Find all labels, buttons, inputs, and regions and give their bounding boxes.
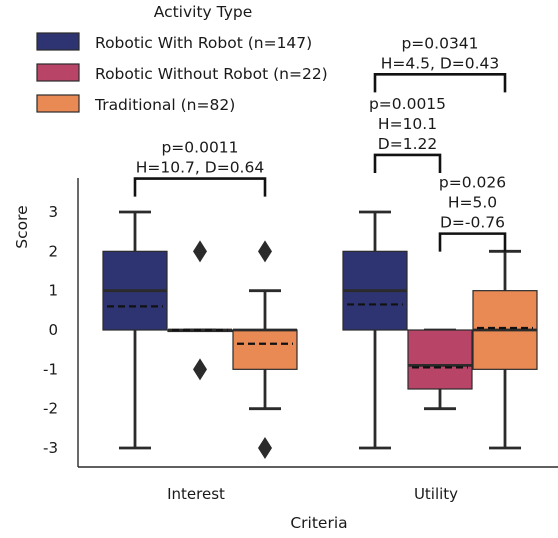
significance-annotations: p=0.0011 H=10.7, D=0.64 p=0.0015 H=10.1 D=1.… [133,34,507,252]
legend-label: Robotic Without Robot (n=22) [95,65,328,83]
box-iqr [407,329,473,390]
legend-swatch [36,32,80,51]
axes: 3 2 1 0 -1 -2 -3 Interest Utility [43,178,558,503]
x-tick-label: Utility [414,485,458,503]
box-utility-group-0 [342,210,408,450]
y-tick-label: 3 [48,203,58,221]
box-utility-group-2 [472,249,538,450]
box-interest-group-0 [102,210,168,450]
annotation-text: H=4.5, D=0.43 [381,54,500,72]
y-tick-label: -1 [43,360,58,378]
legend-swatch [36,63,80,82]
x-axis-label: Criteria [290,514,347,532]
outlier-point [258,240,272,263]
legend-label: Traditional (n=82) [94,96,235,114]
legend-label: Robotic With Robot (n=147) [95,34,312,52]
y-tick-label: 1 [48,282,58,300]
legend-swatch [36,94,80,113]
significance-bracket: p=0.026 H=5.0 D=-0.76 [438,174,507,252]
legend: Activity Type Robotic With Robot (n=147) R… [36,3,328,114]
box-interest-group-2 [232,240,298,459]
legend-entry: Traditional (n=82) [36,94,235,114]
bracket-line [438,232,507,252]
annotation-text: p=0.0341 [401,34,478,52]
y-tick-label: -3 [43,439,58,457]
significance-bracket: p=0.0015 H=10.1 D=1.22 [369,95,446,173]
annotation-text: p=0.0011 [161,139,238,157]
legend-entry: Robotic With Robot (n=147) [36,32,312,52]
x-tick-label: Interest [167,485,225,503]
annotation-text: H=10.1 [378,115,437,133]
outlier-point [258,437,272,459]
bracket-line [133,177,267,197]
annotation-text: p=0.0015 [369,95,446,113]
bracket-line [373,73,507,93]
boxes [102,210,538,459]
box-interest-group-1 [167,240,233,381]
y-tick-label: 0 [48,321,58,339]
outlier-point [193,358,207,381]
significance-bracket: p=0.0011 H=10.7, D=0.64 [133,139,267,197]
bracket-line [373,153,442,173]
box-utility-group-1 [407,328,473,411]
legend-entry: Robotic Without Robot (n=22) [36,63,328,83]
outlier-point [193,240,207,263]
significance-bracket: p=0.0341 H=4.5, D=0.43 [373,34,507,93]
annotation-text: H=10.7, D=0.64 [136,159,264,177]
y-tick-label: 2 [48,242,58,260]
box-iqr [232,329,298,370]
annotation-text: D=1.22 [378,135,437,153]
y-axis-label: Score [13,205,31,248]
annotation-text: H=5.0 [448,194,497,212]
annotation-text: p=0.026 [439,174,506,192]
annotation-text: D=-0.76 [440,214,505,232]
legend-title: Activity Type [154,3,253,21]
y-tick-label: -2 [43,400,58,418]
